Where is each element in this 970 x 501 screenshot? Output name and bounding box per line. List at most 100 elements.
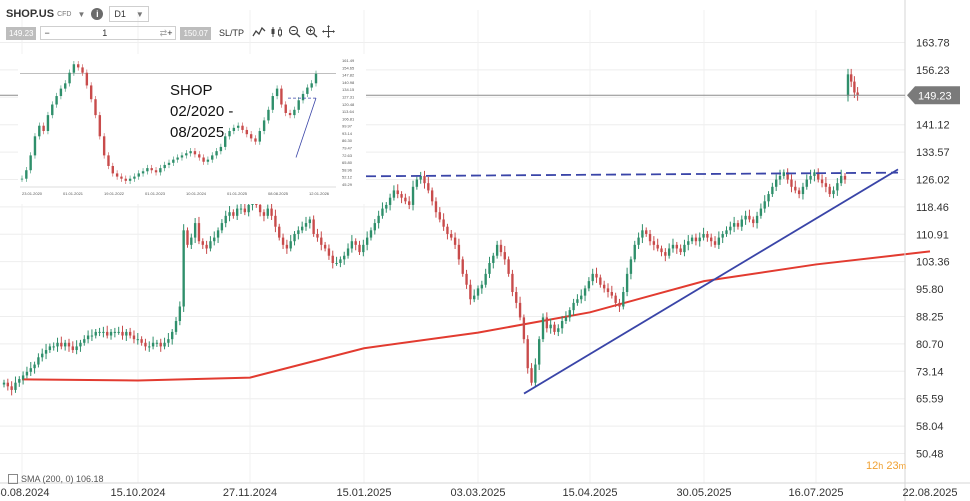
candle xyxy=(511,273,514,293)
inset-chart-svg: 161.49 154.65 147.82 140.98 134.15 127.31 120.… xyxy=(18,54,366,204)
candle xyxy=(243,208,247,213)
candlestick-type-icon[interactable] xyxy=(270,26,284,41)
y-axis: 163.78156.23148.68141.12133.57126.02118.… xyxy=(904,0,950,501)
quantity-value[interactable]: 1 xyxy=(102,28,108,38)
candle xyxy=(522,317,526,340)
candle xyxy=(442,219,445,227)
countdown-minutes: 23 xyxy=(886,460,899,472)
candle xyxy=(48,346,52,351)
candle xyxy=(690,237,694,242)
increase-icon[interactable]: + xyxy=(167,28,173,38)
candle xyxy=(484,273,487,285)
candle xyxy=(109,331,113,336)
sl-tp-button[interactable]: SL/TP xyxy=(218,28,244,38)
candle xyxy=(167,339,170,343)
inset-candle xyxy=(159,168,162,173)
symbol-dropdown-icon[interactable]: ▼ xyxy=(77,9,86,19)
timeframe-value: D1 xyxy=(114,9,126,19)
line-chart-icon[interactable] xyxy=(252,26,266,41)
candle xyxy=(706,233,709,238)
candle xyxy=(488,262,491,274)
inset-candle xyxy=(288,112,292,116)
zoom-out-icon[interactable] xyxy=(288,25,301,41)
sma-indicator-label[interactable]: SMA (200, 0) 106.18 xyxy=(8,474,104,484)
x-tick-label: 30.05.2025 xyxy=(676,487,731,499)
candle xyxy=(568,310,571,318)
candle xyxy=(400,194,403,198)
inset-candle xyxy=(211,155,214,160)
timeframe-select[interactable]: D1 ▼ xyxy=(109,6,149,22)
inset-candle xyxy=(38,125,41,137)
candle xyxy=(652,241,656,245)
y-tick-label: 126.02 xyxy=(916,174,950,186)
symbol-toolbar: SHOP.US CFD ▼ i D1 ▼ xyxy=(6,6,149,22)
candle xyxy=(278,226,281,238)
inset-y-tick-label: 86.30 xyxy=(342,138,353,143)
candle xyxy=(828,186,831,195)
candle xyxy=(350,241,354,249)
candle xyxy=(698,237,701,242)
trendlines-group xyxy=(365,168,899,395)
candle xyxy=(14,382,17,390)
info-icon[interactable]: i xyxy=(91,8,104,20)
indicator-settings-icon[interactable] xyxy=(8,474,18,484)
inset-candle xyxy=(128,178,132,181)
candle xyxy=(618,302,621,307)
candle xyxy=(262,212,266,216)
candle xyxy=(850,74,853,82)
candle xyxy=(446,226,449,234)
candle xyxy=(430,190,434,202)
sma-200-line-group xyxy=(21,250,931,382)
candle xyxy=(610,292,613,296)
inset-candle xyxy=(193,151,197,155)
x-tick-label: 27.11.2024 xyxy=(223,487,277,499)
candle xyxy=(606,288,610,293)
candle xyxy=(232,212,235,216)
inset-y-tick-label: 120.48 xyxy=(342,102,355,107)
candle xyxy=(580,295,583,300)
candle xyxy=(534,364,537,383)
candle xyxy=(83,339,86,343)
candle xyxy=(473,295,476,300)
move-icon[interactable] xyxy=(321,25,335,41)
candle xyxy=(648,233,652,242)
candle xyxy=(423,175,426,184)
candle xyxy=(312,219,315,234)
inset-y-tick-label: 106.81 xyxy=(342,116,355,121)
candle xyxy=(316,233,319,238)
zoom-in-icon[interactable] xyxy=(305,25,318,41)
symbol-name[interactable]: SHOP.US xyxy=(6,8,55,20)
candle xyxy=(343,255,346,260)
inset-candle xyxy=(293,109,296,116)
inset-y-tick-label: 113.64 xyxy=(342,109,355,114)
candle xyxy=(495,244,499,256)
candle xyxy=(763,201,766,209)
candle xyxy=(702,233,705,238)
reset-icon[interactable]: ⇄ xyxy=(159,27,168,38)
sell-price-button[interactable]: 149.23 xyxy=(6,26,37,40)
inset-candle xyxy=(150,168,153,171)
inset-candle xyxy=(241,125,244,130)
candle xyxy=(408,201,411,205)
candle xyxy=(526,339,529,369)
y-tick-label: 65.59 xyxy=(916,394,944,406)
candle xyxy=(560,321,564,329)
candle xyxy=(641,230,644,238)
decrease-icon[interactable]: − xyxy=(44,28,50,38)
candle xyxy=(75,346,78,351)
candle xyxy=(667,248,671,256)
inset-candle xyxy=(141,171,145,174)
candle xyxy=(289,241,292,249)
inset-candle xyxy=(89,85,93,100)
buy-price-button[interactable]: 150.07 xyxy=(180,26,211,40)
candle xyxy=(775,179,778,187)
y-tick-label: 118.46 xyxy=(916,202,949,214)
inset-candle xyxy=(206,159,210,162)
inset-candle xyxy=(124,178,127,181)
candle xyxy=(365,237,369,245)
candle xyxy=(683,244,686,253)
candle xyxy=(656,244,659,249)
quantity-stepper[interactable]: − 1 ⇄ + xyxy=(40,26,177,40)
inset-candle xyxy=(198,154,201,158)
candle xyxy=(33,364,36,369)
